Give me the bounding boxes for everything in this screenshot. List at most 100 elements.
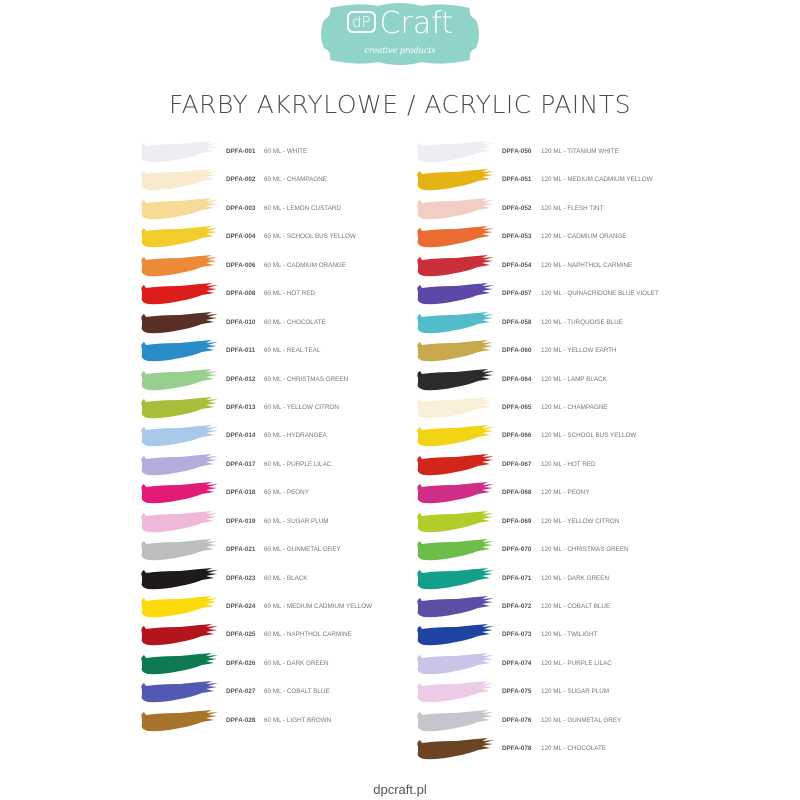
paint-code: DPFA-014 — [226, 432, 256, 440]
paint-swatch — [141, 368, 218, 390]
paint-description: 120 ML - COBALT BLUE — [541, 603, 611, 610]
paint-description: 60 ML - NAPHTHOL CARMINE — [264, 631, 352, 639]
paint-code: DPFA-012 — [226, 375, 256, 383]
paint-description: 60 ML - COBALT BLUE — [264, 688, 330, 696]
paint-description: 120 ML - TURQUOISE BLUE — [541, 318, 623, 326]
paint-swatch — [417, 539, 494, 561]
paint-code: DPFA-013 — [226, 403, 256, 411]
paint-code: DPFA-072 — [502, 603, 532, 610]
paint-description: 120 ML - SCHOOL BUS YELLOW — [541, 432, 637, 440]
paint-description: 120 ML - GUNMETAL GREY — [541, 716, 622, 724]
paint-swatch — [417, 396, 494, 419]
paint-code: DPFA-076 — [502, 716, 532, 724]
paint-swatch — [417, 311, 494, 333]
paint-swatch — [417, 567, 494, 589]
paint-code: DPFA-078 — [502, 745, 532, 753]
paint-code: DPFA-027 — [226, 688, 256, 696]
paint-swatch — [417, 652, 494, 675]
paint-description: 120 ML - CADMIUM ORANGE — [541, 233, 627, 241]
paint-description: 60 ML - REAL TEAL — [264, 347, 321, 355]
paint-code: DPFA-071 — [502, 574, 532, 582]
paint-code: DPFA-069 — [502, 517, 532, 525]
paint-description: 60 ML - CHRISTMAS GREEN — [264, 375, 349, 383]
paint-description: 60 ML - GUNMETAL GREY — [264, 546, 341, 554]
paint-swatch — [141, 283, 218, 305]
paint-description: 120 ML - TWILIGHT — [541, 631, 598, 639]
paint-description: 120 ML - PURPLE LILAC — [541, 659, 612, 667]
paint-code: DPFA-010 — [226, 318, 256, 326]
paint-swatch — [141, 624, 218, 646]
paint-swatch — [141, 453, 218, 476]
paint-description: 120 ML - LAMP BLACK — [541, 375, 607, 383]
paint-code: DPFA-075 — [502, 688, 532, 696]
paint-code: DPFA-073 — [502, 631, 532, 639]
dpcraft-logo: dP Craft creative products — [318, 2, 482, 66]
paint-swatch — [141, 709, 218, 731]
paint-code: DPFA-068 — [502, 489, 532, 497]
paint-code: DPFA-026 — [226, 659, 256, 667]
paint-description: 60 ML - YELLOW CITRON — [264, 403, 339, 411]
paint-description: 60 ML - PURPLE LILAC — [264, 460, 332, 468]
paint-swatch — [417, 596, 494, 618]
paint-description: 60 ML - PEONY — [264, 489, 309, 497]
paint-swatch — [141, 425, 218, 447]
paint-swatch — [141, 311, 218, 333]
logo-tagline: creative products — [364, 46, 436, 55]
paint-swatch — [417, 197, 494, 220]
paint-swatch — [141, 539, 218, 561]
paint-swatch — [141, 567, 218, 589]
paint-swatch — [141, 141, 218, 163]
paint-code: DPFA-028 — [226, 716, 256, 724]
paint-code: DPFA-001 — [226, 148, 256, 155]
paint-description: 60 ML - WHITE — [264, 148, 308, 155]
page-title: FARBY AKRYLOWE / ACRYLIC PAINTS — [168, 90, 632, 119]
paint-description: 60 ML - CHAMPAGNE — [264, 176, 327, 184]
paint-code: DPFA-008 — [226, 290, 256, 298]
paint-code: DPFA-066 — [502, 432, 532, 440]
paint-description: 60 ML - HOT RED — [264, 290, 316, 298]
paint-swatch — [417, 738, 494, 760]
paint-swatch — [417, 283, 494, 305]
paint-swatch — [417, 169, 494, 191]
paint-code: DPFA-064 — [502, 375, 532, 383]
paint-swatch — [417, 141, 494, 163]
paint-description: 120 ML - QUINACRIDONE BLUE VIOLET — [541, 290, 659, 298]
paint-description: 120 ML - CHAMPAGNE — [541, 403, 608, 411]
paint-swatch — [417, 425, 494, 447]
paint-code: DPFA-057 — [502, 290, 532, 298]
paint-swatch — [141, 482, 218, 504]
paint-code: DPFA-002 — [226, 176, 256, 184]
paint-code: DPFA-054 — [502, 261, 532, 269]
paint-code: DPFA-053 — [502, 233, 532, 241]
paint-code: DPFA-074 — [502, 659, 532, 667]
paint-swatch — [417, 340, 494, 362]
paint-code: DPFA-025 — [226, 631, 256, 639]
website-footer[interactable]: dpcraft.pl — [373, 782, 427, 797]
paint-swatch — [141, 197, 218, 220]
paint-description: 60 ML - HYDRANGEA — [264, 432, 327, 440]
paint-description: 120 ML - NAPHTHOL CARMINE — [541, 261, 633, 269]
paint-description: 60 ML - MEDIUM CADMIUM YELLOW — [264, 603, 373, 610]
paint-code: DPFA-004 — [226, 233, 256, 241]
paint-swatch — [417, 510, 494, 532]
paint-description: 120 ML - SUGAR PLUM — [541, 688, 610, 696]
paint-code: DPFA-051 — [502, 176, 532, 184]
paint-swatch — [141, 340, 218, 362]
paint-description: 120 ML - TITANIUM WHITE — [541, 148, 619, 155]
paint-swatch — [141, 652, 218, 675]
paint-description: 120 ML - CHOCOLATE — [541, 745, 607, 753]
paint-swatch — [141, 169, 218, 191]
paint-description: 60 ML - LIGHT BROWN — [264, 716, 332, 724]
paint-description: 60 ML - CADMIUM ORANGE — [264, 261, 346, 269]
paint-code: DPFA-060 — [502, 347, 532, 355]
paint-code: DPFA-067 — [502, 460, 532, 468]
paint-description: 60 ML - CHOCOLATE — [264, 318, 326, 326]
paint-description: 60 ML - SUGAR PLUM — [264, 517, 329, 525]
paint-code: DPFA-019 — [226, 517, 256, 525]
paint-description: 60 ML - DARK GREEN — [264, 659, 329, 667]
paint-description: 120 ML - CHRISTMAS GREEN — [541, 546, 629, 554]
paint-swatch — [417, 482, 494, 504]
logo-badge-shape — [321, 3, 479, 65]
paint-description: 120 ML - MEDIUM CADMIUM YELLOW — [541, 176, 653, 184]
paint-description: 60 ML - BLACK — [264, 574, 308, 582]
